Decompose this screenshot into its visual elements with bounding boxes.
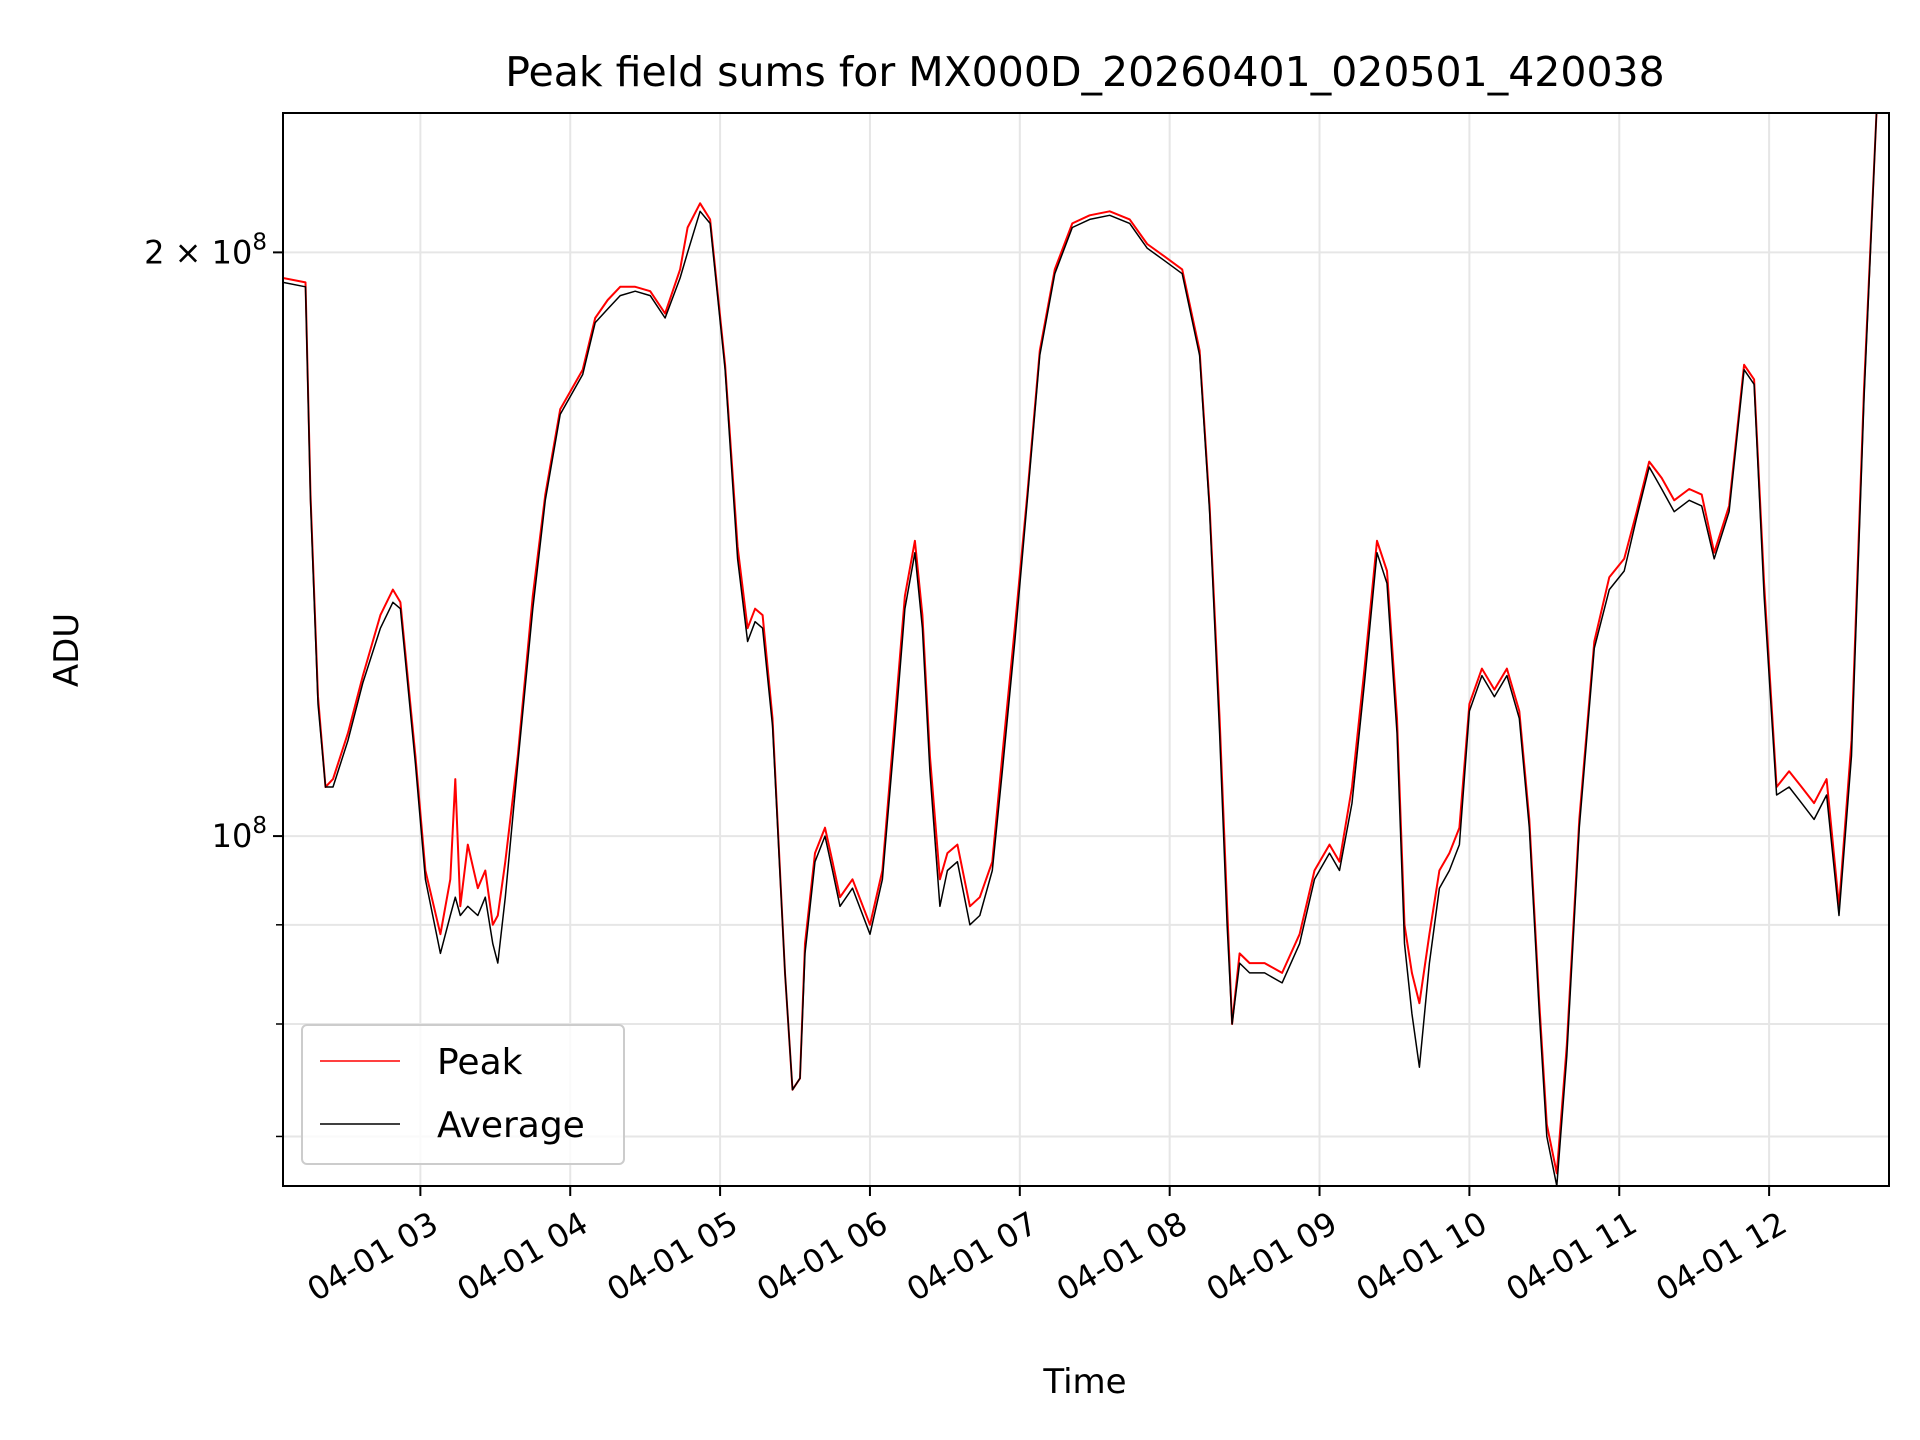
x-tick-label: 04-01 09 (1200, 1204, 1344, 1309)
y-tick-mantissa: 2 × 10 (144, 233, 252, 271)
x-axis-ticks: 04-01 03 04-01 04 04-01 05 04-01 06 04-01 07… (301, 1186, 1793, 1309)
series-line-peak (283, 113, 1878, 1175)
y-tick-exponent: 8 (252, 813, 267, 839)
x-tick-label: 04-01 06 (750, 1204, 894, 1309)
x-tick-label: 04-01 11 (1500, 1204, 1644, 1309)
y-tick-label: 2 × 108 (144, 229, 267, 271)
x-tick-label: 04-01 05 (600, 1204, 744, 1309)
y-tick-exponent: 8 (252, 229, 267, 255)
x-tick-label: 04-01 12 (1650, 1204, 1794, 1309)
x-tick-label: 04-01 07 (900, 1204, 1044, 1309)
legend-label-average: Average (437, 1105, 585, 1146)
plot-frame (282, 112, 1890, 1187)
x-axis-label: Time (1042, 1362, 1126, 1402)
chart-title: Peak field sums for MX000D_20260401_0205… (505, 48, 1664, 96)
legend: Peak Average (301, 1024, 625, 1165)
legend-label-peak: Peak (437, 1042, 523, 1083)
x-tick-label: 04-01 10 (1350, 1204, 1494, 1309)
y-tick-mantissa: 10 (212, 817, 253, 855)
legend-box (301, 1024, 625, 1165)
y-axis-label: ADU (47, 613, 87, 687)
y-tick-label: 108 (212, 813, 267, 855)
x-tick-label: 04-01 08 (1050, 1204, 1194, 1309)
series-group (283, 113, 1878, 1186)
x-tick-label: 04-01 03 (301, 1204, 445, 1309)
series-line-average (283, 113, 1878, 1186)
x-tick-label: 04-01 04 (451, 1204, 595, 1309)
